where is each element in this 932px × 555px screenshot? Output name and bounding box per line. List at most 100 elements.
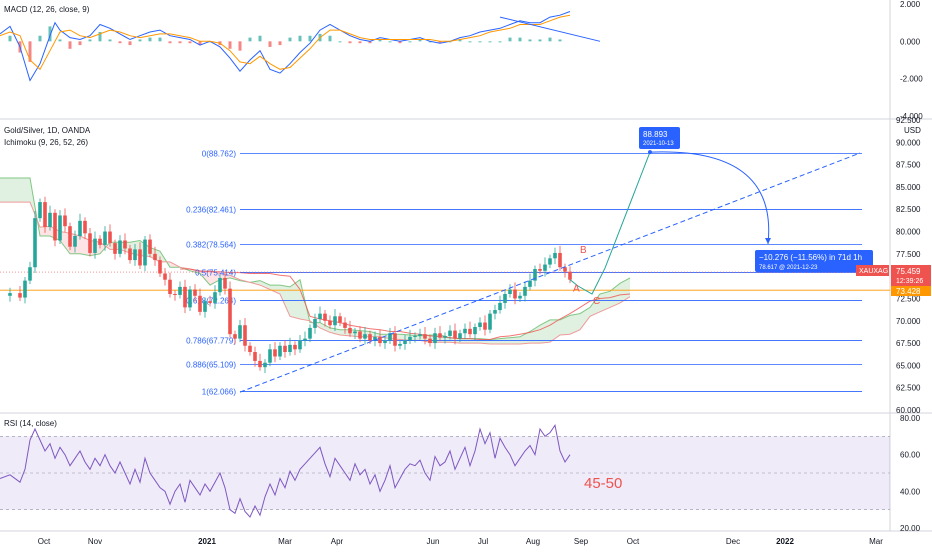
rsi-pane xyxy=(0,414,890,530)
fib-level-label: 0.618(72.264) xyxy=(186,297,236,306)
price-y-tick: 90.000 xyxy=(896,138,921,147)
macd-histogram-bar xyxy=(488,41,492,43)
projection-arc xyxy=(649,151,770,245)
ichimoku-cloud-segment xyxy=(10,178,20,203)
symbol-box xyxy=(856,265,889,276)
candle-body xyxy=(558,252,562,268)
candle-body xyxy=(563,267,567,272)
ichimoku-cloud-segment xyxy=(60,231,70,254)
macd-histogram-bar xyxy=(278,41,282,46)
macd-histogram-bar xyxy=(408,41,412,43)
candle-body xyxy=(193,289,197,296)
ichimoku-lagging-line xyxy=(180,268,631,340)
candle-body xyxy=(383,340,387,344)
time-axis-label: Mar xyxy=(278,537,292,546)
callout-high-value: 88.893 xyxy=(643,130,668,139)
candle-body xyxy=(178,286,182,295)
candle-body xyxy=(123,240,127,249)
time-axis-label: Apr xyxy=(331,537,344,546)
wave-label-c: C xyxy=(593,296,600,307)
fib-level-label: 0.5(75.414) xyxy=(195,268,236,277)
candle-body xyxy=(238,325,242,339)
candle-body xyxy=(173,294,177,295)
candle-body xyxy=(108,231,112,244)
candle-body xyxy=(248,345,252,352)
candle-body xyxy=(158,260,162,274)
orange-level-text: 73.428 xyxy=(896,287,921,296)
candle-body xyxy=(538,269,542,271)
candle-body xyxy=(393,333,397,346)
price-y-tick: 77.500 xyxy=(896,250,921,259)
candle-body xyxy=(533,269,537,281)
last-price-tag: XAUXAG 75.459 12:39:26 xyxy=(856,265,931,286)
rsi-y-tick: 40.00 xyxy=(900,487,921,496)
macd-histogram-bar xyxy=(118,41,122,44)
candle-body xyxy=(548,258,552,265)
candle-body xyxy=(128,248,132,261)
candle-body xyxy=(458,333,462,339)
last-price-box xyxy=(891,265,931,286)
candle-body xyxy=(303,338,307,341)
time-axis-label: Nov xyxy=(88,537,102,546)
candle-body xyxy=(323,313,327,321)
ichimoku-cloud-segment xyxy=(270,285,280,294)
candle-body xyxy=(63,215,67,227)
ichimoku-cloud-segment xyxy=(490,338,500,344)
price-y-tick: 70.000 xyxy=(896,317,921,326)
rsi-layer xyxy=(0,424,890,518)
price-y-tick: 62.500 xyxy=(896,384,921,393)
candle-body xyxy=(513,289,517,299)
macd-title: MACD (12, 26, close, 9) xyxy=(4,5,90,14)
candle-body xyxy=(568,271,572,280)
macd-histogram-bar xyxy=(148,37,152,42)
macd-histogram-bar xyxy=(108,39,112,42)
candle-body xyxy=(528,280,532,287)
candle-body xyxy=(498,302,502,311)
candle-body xyxy=(343,322,347,328)
candle-body xyxy=(413,335,417,337)
price-y-tick: 82.500 xyxy=(896,205,921,214)
fib-level-label: 0.886(65.109) xyxy=(186,360,236,369)
candle-body xyxy=(233,334,237,339)
candle-body xyxy=(183,286,187,308)
ichimoku-title: Ichimoku (9, 26, 52, 26) xyxy=(4,138,88,147)
callout-high-box xyxy=(639,127,680,149)
candle-body xyxy=(148,239,152,254)
macd-histogram-bar xyxy=(258,35,262,42)
candle-body xyxy=(398,343,402,346)
candle-body xyxy=(478,322,482,328)
time-axis-label: Oct xyxy=(38,537,51,546)
candle-body xyxy=(33,218,37,268)
candle-body xyxy=(103,231,107,245)
price-title: Gold/Silver, 1D, OANDA xyxy=(4,126,91,135)
candle-body xyxy=(253,352,257,361)
candle-body xyxy=(168,279,172,294)
price-y-tick: 80.000 xyxy=(896,228,921,237)
price-y-tick: 67.500 xyxy=(896,339,921,348)
price-y-tick: 65.000 xyxy=(896,361,921,370)
time-axis-label: 2021 xyxy=(198,537,216,546)
candle-body xyxy=(448,330,452,336)
macd-histogram-bar xyxy=(418,39,422,42)
macd-histogram-bar xyxy=(198,41,202,46)
candle-body xyxy=(433,333,437,344)
macd-histogram-bar xyxy=(538,39,542,42)
macd-y-tick: 0.000 xyxy=(900,37,921,46)
macd-histogram-bar xyxy=(128,41,132,46)
candle-body xyxy=(53,212,57,241)
candle-body xyxy=(198,295,202,312)
ichimoku-cloud-segment xyxy=(530,325,540,344)
time-axis-label: 2022 xyxy=(776,537,794,546)
candle-body xyxy=(8,293,12,296)
fib-level-label: 0.382(78.564) xyxy=(186,240,236,249)
candle-body xyxy=(493,310,497,314)
candle-body xyxy=(508,289,512,294)
rsi-annotation: 45-50 xyxy=(584,475,622,492)
macd-histogram-bar xyxy=(508,37,512,42)
fib-level-label: 0.786(67.779) xyxy=(186,337,236,346)
candle-body xyxy=(488,313,492,330)
trend-channel-line xyxy=(239,152,861,393)
candle-body xyxy=(228,288,232,335)
